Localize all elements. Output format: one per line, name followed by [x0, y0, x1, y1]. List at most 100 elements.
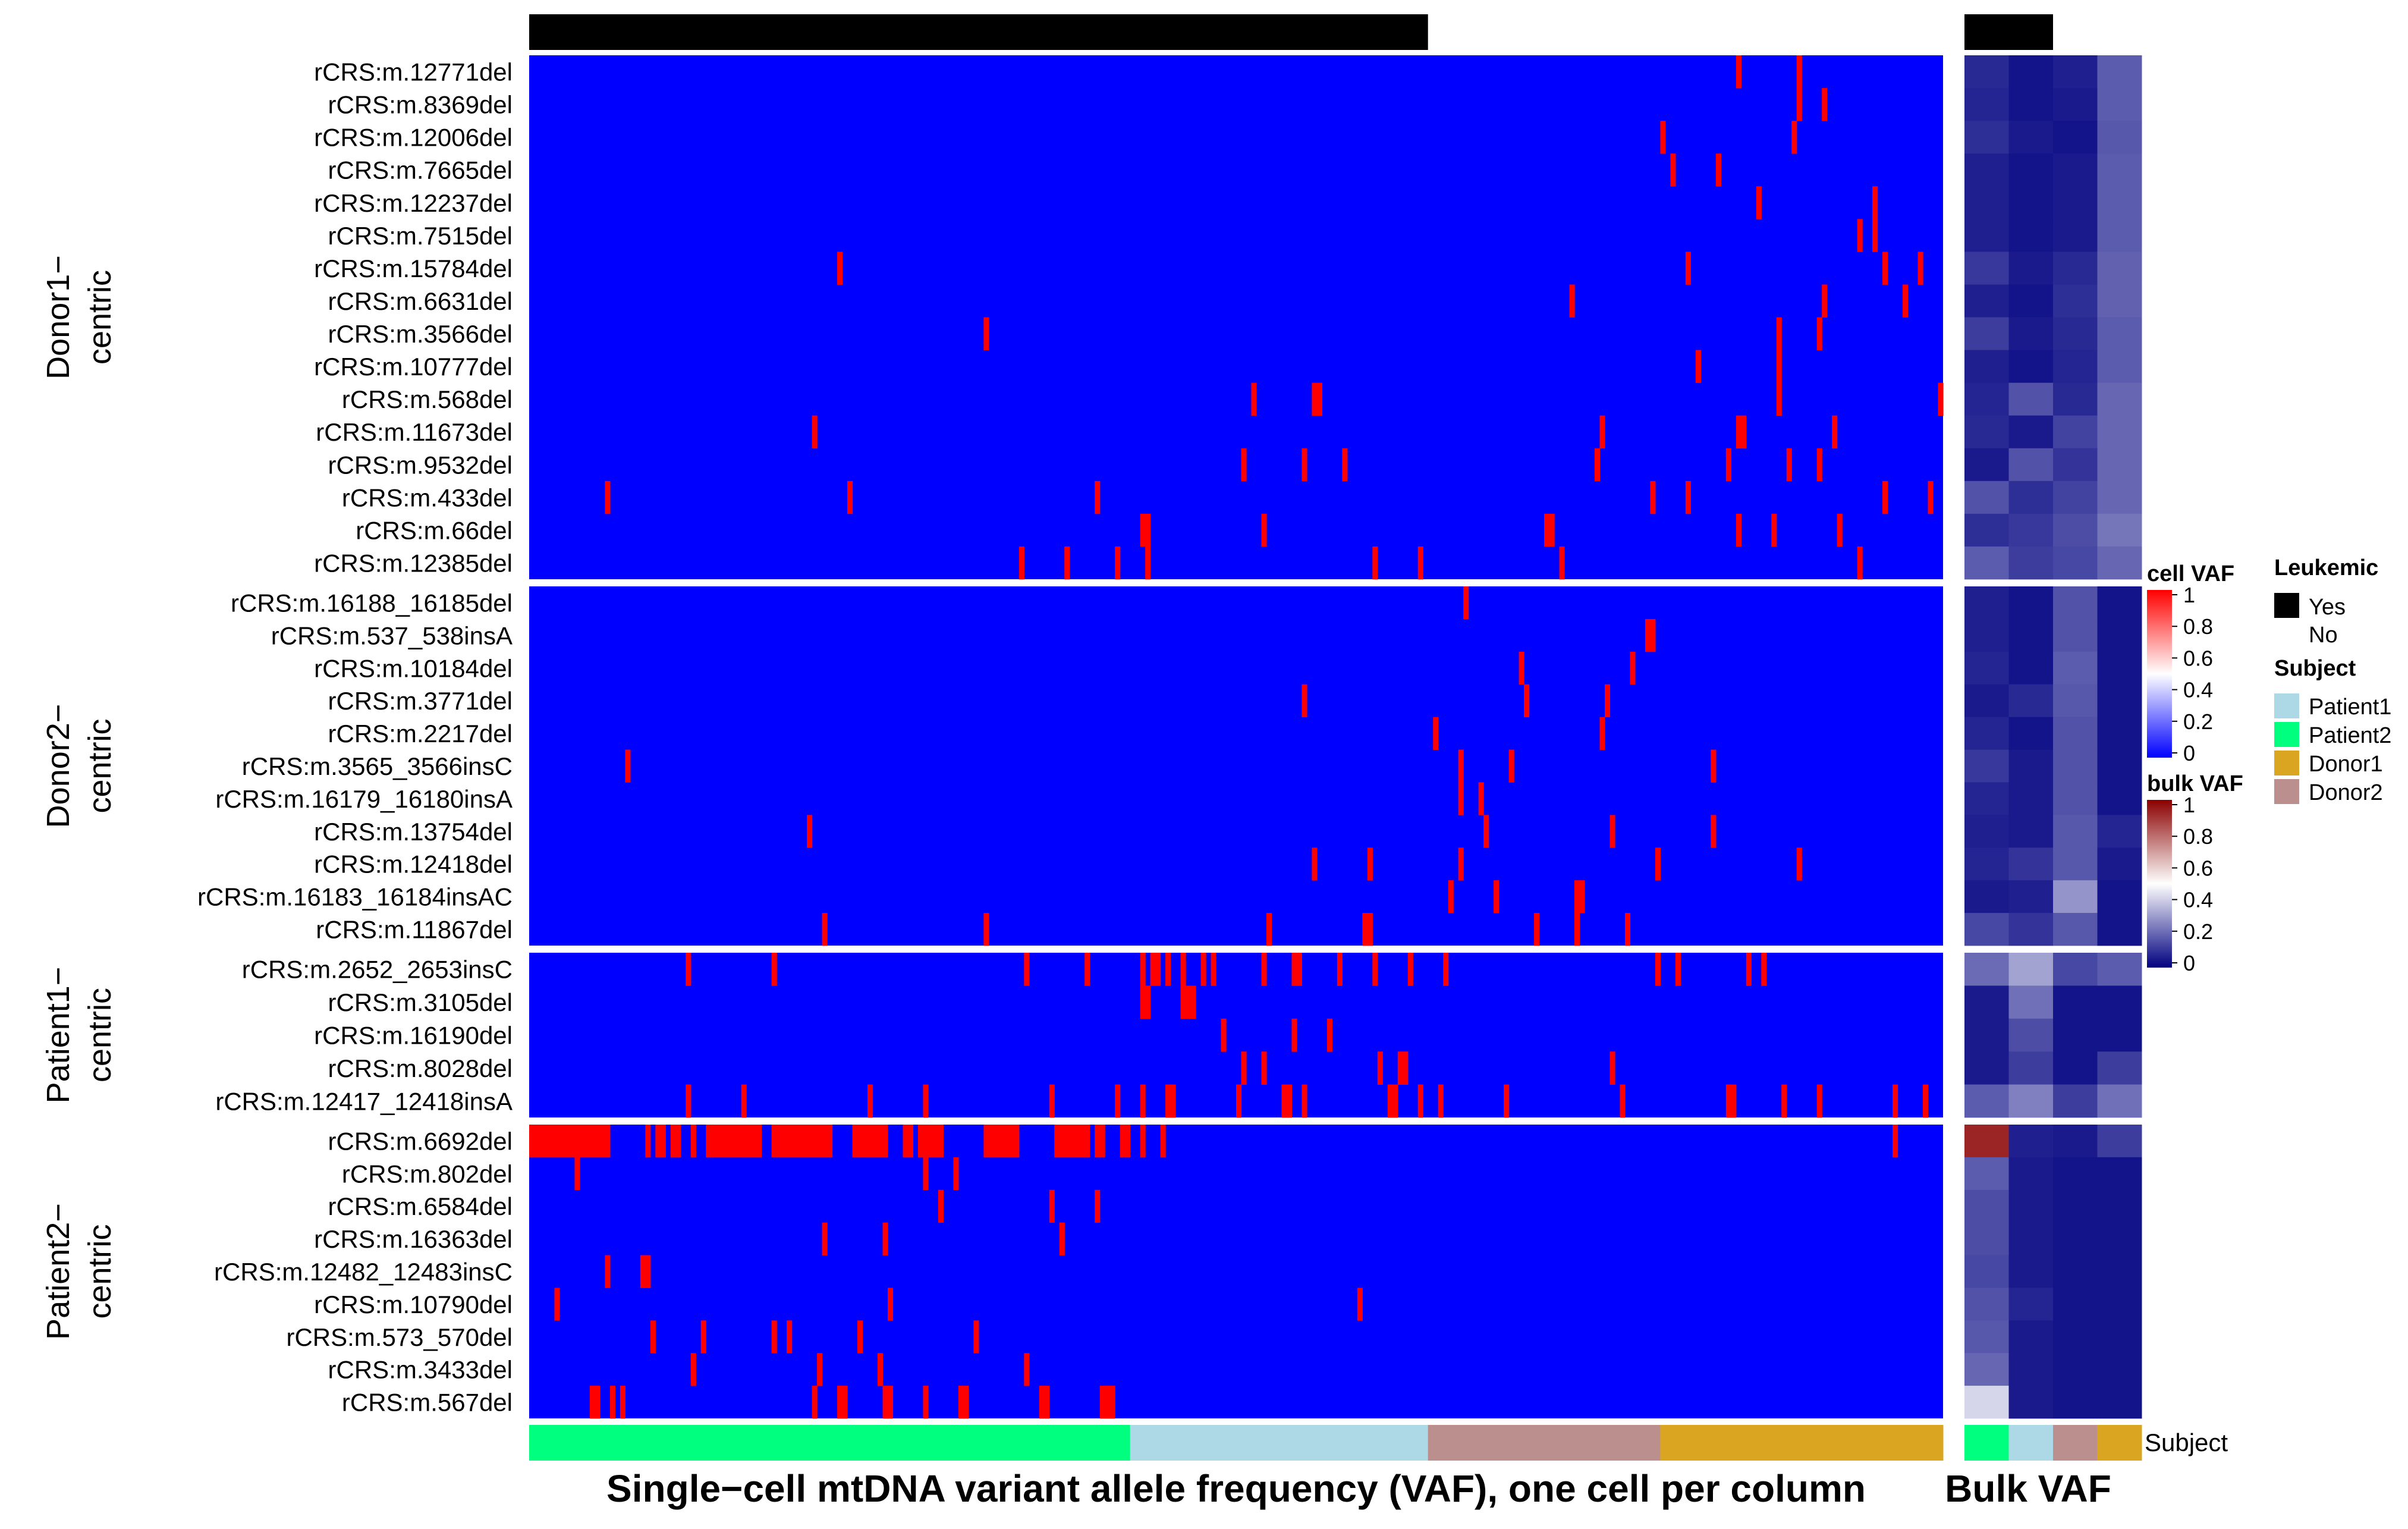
bulk-vaf-cell [2053, 815, 2098, 848]
subject-row-label: Subject [2145, 1428, 2228, 1456]
bulk-vaf-cell [2008, 415, 2054, 449]
cell-vaf-mark [1140, 513, 1146, 547]
cell-vaf-mark [1660, 121, 1666, 154]
cell-vaf-mark [1756, 186, 1762, 219]
cell-vaf-mark [584, 1125, 590, 1158]
bulk-vaf-cell [2008, 481, 2054, 514]
cell-vaf-mark [1923, 1084, 1929, 1118]
cell-vaf-mark [1084, 953, 1090, 986]
cell-vaf-mark [1725, 1084, 1731, 1118]
bulk-vaf-cell [2097, 186, 2142, 219]
heatmap-blocks [529, 55, 1944, 1419]
bulk-vaf-cell [2097, 481, 2142, 514]
cell-vaf-mark [1362, 913, 1368, 946]
block-title: Donor1− centric [40, 255, 118, 379]
cell-vaf-mark [1893, 1125, 1898, 1158]
cell-vaf-mark [862, 1125, 868, 1158]
cell-vaf-mark [1624, 913, 1631, 946]
cell-vaf-mark [539, 1125, 545, 1158]
cell-vaf-mark [837, 1386, 843, 1419]
cell-vaf-mark [983, 1125, 989, 1158]
variant-row-label: rCRS:m.573_570del [286, 1323, 513, 1351]
cell-vaf-mark [1069, 1125, 1075, 1158]
bulk-vaf-cell [2053, 953, 2098, 986]
cell-vaf-mark [564, 1125, 570, 1158]
bulk-vaf-cell [1964, 985, 2009, 1019]
bulk-vaf-cell [1964, 284, 2009, 318]
legend-cell-vaf: cell VAF 1 0.8 0.6 0.4 0.2 0 [2147, 561, 2234, 765]
variant-row-label: rCRS:m.8028del [328, 1054, 513, 1082]
cell-vaf-mark [1095, 1189, 1101, 1223]
bulk-vaf-cell [2008, 1222, 2054, 1255]
cell-vaf-mark [736, 1125, 742, 1158]
bulk-vaf-cell [2097, 382, 2142, 416]
cell-vaf-mark [660, 1125, 666, 1158]
cell-vaf-mark [1372, 546, 1378, 580]
cell-vaf-mark [938, 1125, 944, 1158]
cell-vaf-mark [1478, 782, 1484, 815]
cell-vaf-mark [1281, 1084, 1287, 1118]
variant-row-label: rCRS:m.13754del [314, 818, 513, 846]
cell-vaf-mark [822, 1125, 828, 1158]
cell-vaf-mark [1115, 546, 1121, 580]
bulk-vaf-cell [2053, 651, 2098, 685]
bulk-vaf-cell [2097, 985, 2142, 1019]
bulk-vaf-cell [2097, 1084, 2142, 1118]
legend-bulk-vaf-title: bulk VAF [2147, 771, 2243, 796]
variant-row-label: rCRS:m.12385del [314, 549, 513, 577]
bulk-vaf-cell [1964, 121, 2009, 154]
variant-row-label: rCRS:m.567del [342, 1389, 513, 1417]
block-title-line2: centric [82, 270, 118, 365]
legend-subject: Subject Patient1 Patient2 Donor1 Donor2 [2274, 656, 2391, 805]
cell-vaf-mark [1302, 1084, 1307, 1118]
cell-vaf-mark [882, 1125, 888, 1158]
bulk-vaf-cell [2008, 219, 2054, 252]
cell-vaf-mark [1008, 1125, 1014, 1158]
cell-vaf-mark [1786, 448, 1792, 482]
cell-vaf-mark [1326, 1018, 1332, 1052]
cell-vaf-mark [645, 1125, 651, 1158]
cell-vaf-mark [716, 1125, 722, 1158]
bulk-vaf-cell [2097, 847, 2142, 881]
cell-vaf-mark [1074, 1125, 1080, 1158]
bulk-vaf-cell [1964, 415, 2009, 449]
cell-vaf-mark [1781, 1084, 1787, 1118]
cell-vaf-mark [1796, 55, 1802, 89]
cell-vaf-mark [1095, 481, 1101, 514]
cell-vaf-mark [1504, 1084, 1510, 1118]
variant-row-label: rCRS:m.15784del [314, 255, 513, 282]
cell-vaf-mark [817, 1353, 823, 1386]
cell-vaf-mark [1579, 880, 1585, 913]
bulk-vaf-cell [2008, 546, 2054, 580]
legend-leukemic: Leukemic Yes No [2274, 555, 2378, 648]
cell-vaf-mark [1791, 121, 1797, 154]
cell-vaf-mark [569, 1125, 576, 1158]
bulk-vaf-cell [1964, 55, 2009, 89]
cell-vaf-mark [1397, 1051, 1403, 1085]
legend-subject-label: Donor1 [2309, 752, 2383, 777]
variant-row-label: rCRS:m.12237del [314, 189, 513, 217]
variant-row-label: rCRS:m.16190del [314, 1022, 513, 1050]
cell-vaf-mark [1458, 782, 1464, 815]
bulk-vaf-cell [2053, 1084, 2098, 1118]
legend-cell-vaf-title: cell VAF [2147, 561, 2234, 586]
bulk-vaf-cell [2008, 153, 2054, 187]
legend-cell-vaf-gradient [2147, 590, 2172, 758]
bulk-vaf-cell [2097, 1386, 2142, 1419]
cell-vaf-mark [1054, 1125, 1060, 1158]
cell-vaf-mark [1731, 1084, 1737, 1118]
cell-vaf-mark [1241, 1051, 1247, 1085]
legend-tick-label: 0 [2183, 951, 2195, 975]
bulk-vaf-cell [2097, 1288, 2142, 1321]
cell-vaf-mark [1059, 1222, 1065, 1255]
variant-row-label: rCRS:m.8369del [328, 91, 513, 119]
variant-row-label: rCRS:m.12417_12418insA [215, 1087, 513, 1115]
cell-vaf-mark [801, 1125, 807, 1158]
cell-vaf-mark [554, 1125, 560, 1158]
legend-tick-label: 0.6 [2183, 646, 2213, 670]
bulk-vaf-cell [2008, 55, 2054, 89]
variant-row-label: rCRS:m.433del [342, 483, 513, 511]
cell-vaf-mark [1302, 448, 1307, 482]
cell-vaf-mark [1882, 252, 1888, 285]
